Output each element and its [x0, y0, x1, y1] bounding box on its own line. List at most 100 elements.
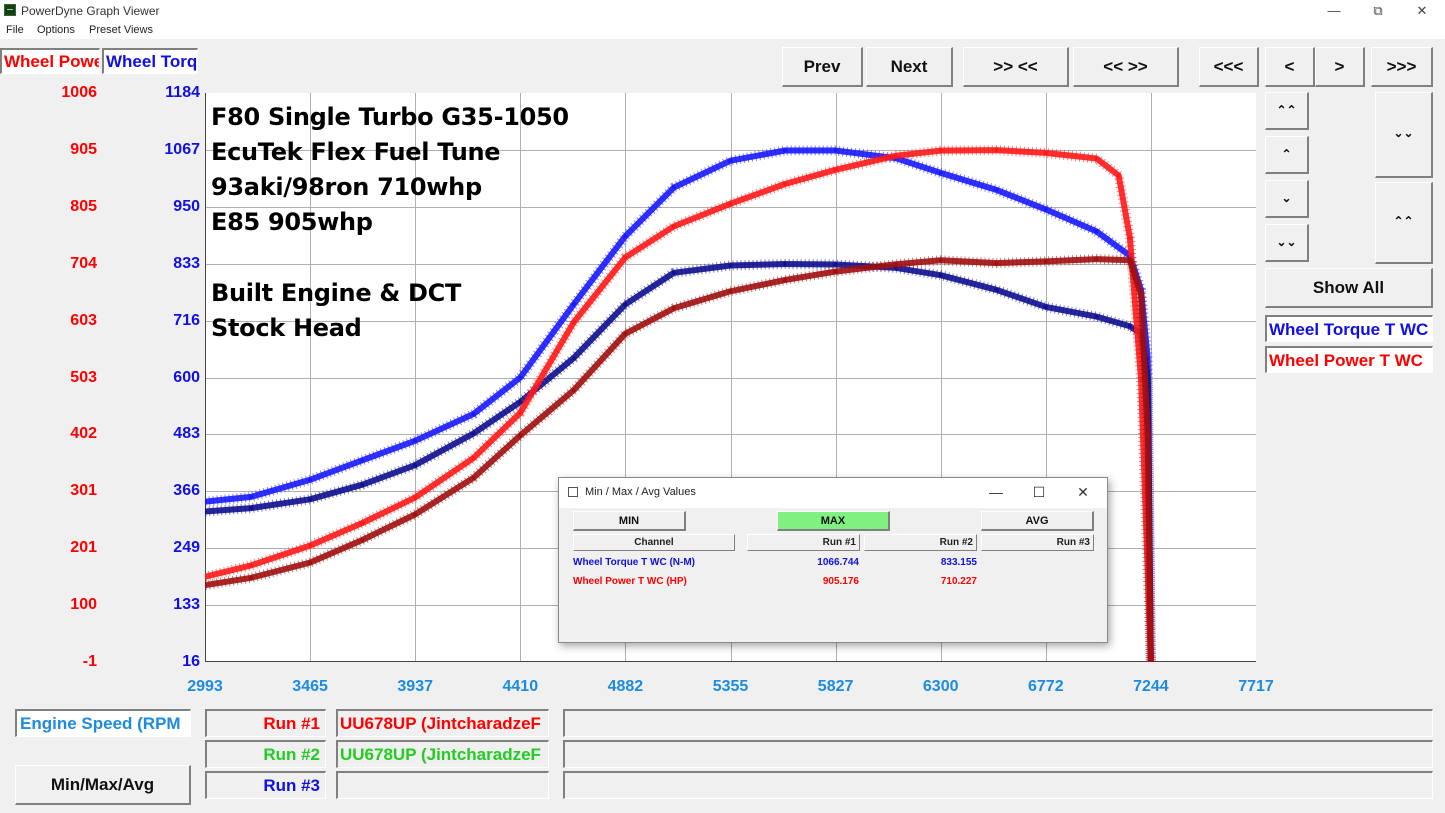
data-point	[728, 158, 733, 163]
x-channel-field[interactable]: Engine Speed (RPM	[15, 709, 191, 737]
dialog-min-button[interactable]: MIN	[573, 511, 686, 531]
window-title: PowerDyne Graph Viewer	[21, 4, 160, 18]
dialog-titlebar	[559, 478, 1107, 508]
data-point	[1139, 292, 1143, 297]
zoom-out-button[interactable]: << >>	[1073, 47, 1179, 87]
annotation-line-7: Stock Head	[211, 314, 362, 342]
data-point	[833, 269, 838, 274]
dialog-maximize-icon[interactable]: ☐	[1032, 484, 1046, 500]
dialog-minimize-icon[interactable]: —	[989, 484, 1003, 500]
data-point	[571, 388, 576, 393]
x-tick-label: 6300	[922, 678, 959, 695]
run-1-label[interactable]: Run #1	[205, 709, 326, 737]
data-point	[571, 356, 576, 360]
data-point	[623, 331, 628, 336]
scale-down-button[interactable]: ⌄	[1265, 180, 1309, 218]
left-axis-channel-tab[interactable]: Wheel Power T WC	[0, 48, 100, 74]
right-y-tick-label: 483	[173, 425, 200, 443]
left-y-tick-label: -1	[82, 653, 97, 670]
scroll-far-left-button[interactable]: <<<	[1199, 47, 1259, 87]
data-point	[783, 278, 787, 282]
column-header-run-1[interactable]: Run #1	[747, 534, 860, 551]
scale-down-fast-button[interactable]: ⌄⌄	[1265, 224, 1309, 262]
data-point	[1094, 257, 1099, 262]
column-header-run-3[interactable]: Run #3	[981, 534, 1094, 551]
run-3-notes[interactable]	[563, 771, 1433, 799]
run-3-label[interactable]: Run #3	[205, 771, 326, 799]
scroll-far-right-button[interactable]: >>>	[1371, 47, 1433, 87]
data-point	[249, 494, 254, 499]
zoom-in-button[interactable]: >> <<	[963, 47, 1069, 87]
left-y-tick-label: 603	[70, 311, 97, 329]
data-point	[994, 148, 999, 153]
data-point	[471, 456, 476, 460]
data-point	[571, 320, 576, 325]
data-point	[518, 410, 523, 415]
data-point	[894, 153, 899, 158]
x-tick-label: 6772	[1028, 678, 1064, 695]
scale-up-fast-button[interactable]: ⌃⌃	[1265, 92, 1309, 130]
dialog-max-button[interactable]: MAX	[777, 511, 890, 531]
dialog-avg-button[interactable]: AVG	[981, 511, 1094, 531]
min-max-avg-button[interactable]: Min/Max/Avg	[15, 765, 191, 805]
run-2-label[interactable]: Run #2	[205, 740, 326, 768]
close-icon[interactable]: ✕	[1416, 3, 1428, 18]
data-point	[205, 574, 207, 579]
data-point	[1127, 258, 1132, 263]
right-y-tick-label: 1184	[165, 84, 200, 101]
menu-options[interactable]: Options	[37, 24, 75, 36]
data-point	[1043, 304, 1048, 309]
data-point	[1116, 173, 1121, 178]
data-point	[249, 506, 254, 511]
show-all-button[interactable]: Show All	[1265, 268, 1433, 308]
annotation-line-2: EcuTek Flex Fuel Tune	[211, 138, 501, 166]
prev-button[interactable]: Prev	[782, 47, 863, 87]
right-y-tick-label: 1067	[164, 140, 200, 158]
data-point	[471, 412, 476, 416]
data-point	[1094, 314, 1099, 319]
right-scale-expand-button[interactable]: ⌃⌃	[1375, 182, 1433, 264]
left-y-tick-label: 100	[70, 596, 97, 614]
scroll-right-button[interactable]: >	[1315, 47, 1365, 87]
restore-icon[interactable]: ⧉	[1373, 3, 1383, 18]
x-tick-label: 7717	[1238, 678, 1274, 695]
legend-torque[interactable]: Wheel Torque T WC	[1265, 315, 1433, 342]
data-point	[894, 262, 899, 267]
series-markers-1	[205, 145, 1156, 662]
data-point	[413, 463, 417, 468]
data-point	[518, 433, 523, 438]
row-torque-channel: Wheel Torque T WC (N-M)	[573, 557, 696, 568]
data-point	[783, 262, 787, 266]
run-2-file[interactable]: UU678UP (JintcharadzeF	[336, 740, 549, 768]
data-point	[413, 438, 417, 443]
data-point	[671, 270, 676, 275]
menu-preset-views[interactable]: Preset Views	[89, 24, 153, 36]
data-point	[1094, 156, 1099, 161]
scale-up-button[interactable]: ⌃	[1265, 136, 1309, 174]
run-3-file[interactable]	[336, 771, 549, 799]
data-point	[728, 263, 733, 268]
data-point	[1043, 150, 1048, 155]
data-point	[1145, 433, 1150, 438]
menu-file[interactable]: File	[6, 24, 24, 36]
data-point	[783, 148, 787, 153]
x-tick-label: 4882	[607, 678, 644, 695]
annotation-line-1: F80 Single Turbo G35-1050	[211, 103, 569, 131]
double-chevron-down-icon: ⌄⌄	[1276, 235, 1297, 249]
column-header-run-2[interactable]: Run #2	[864, 534, 977, 551]
row-power-channel: Wheel Power T WC (HP)	[573, 576, 687, 587]
right-axis-channel-tab[interactable]: Wheel Torque T WC	[102, 48, 198, 74]
scroll-left-button[interactable]: <	[1265, 47, 1315, 87]
next-button[interactable]: Next	[866, 47, 953, 87]
minimize-icon[interactable]: —	[1327, 3, 1341, 18]
right-y-tick-label: 833	[173, 254, 200, 272]
legend-power[interactable]: Wheel Power T WC	[1265, 346, 1433, 373]
run-2-notes[interactable]	[563, 740, 1433, 768]
run-1-notes[interactable]	[563, 709, 1433, 737]
app-icon	[4, 4, 16, 16]
dialog-close-icon[interactable]: ✕	[1077, 484, 1089, 500]
row-power-run-1: 905.176	[822, 576, 859, 587]
column-header-channel[interactable]: Channel	[573, 534, 735, 551]
right-scale-compress-button[interactable]: ⌄⌄	[1375, 92, 1433, 178]
run-1-file[interactable]: UU678UP (JintcharadzeF	[336, 709, 549, 737]
